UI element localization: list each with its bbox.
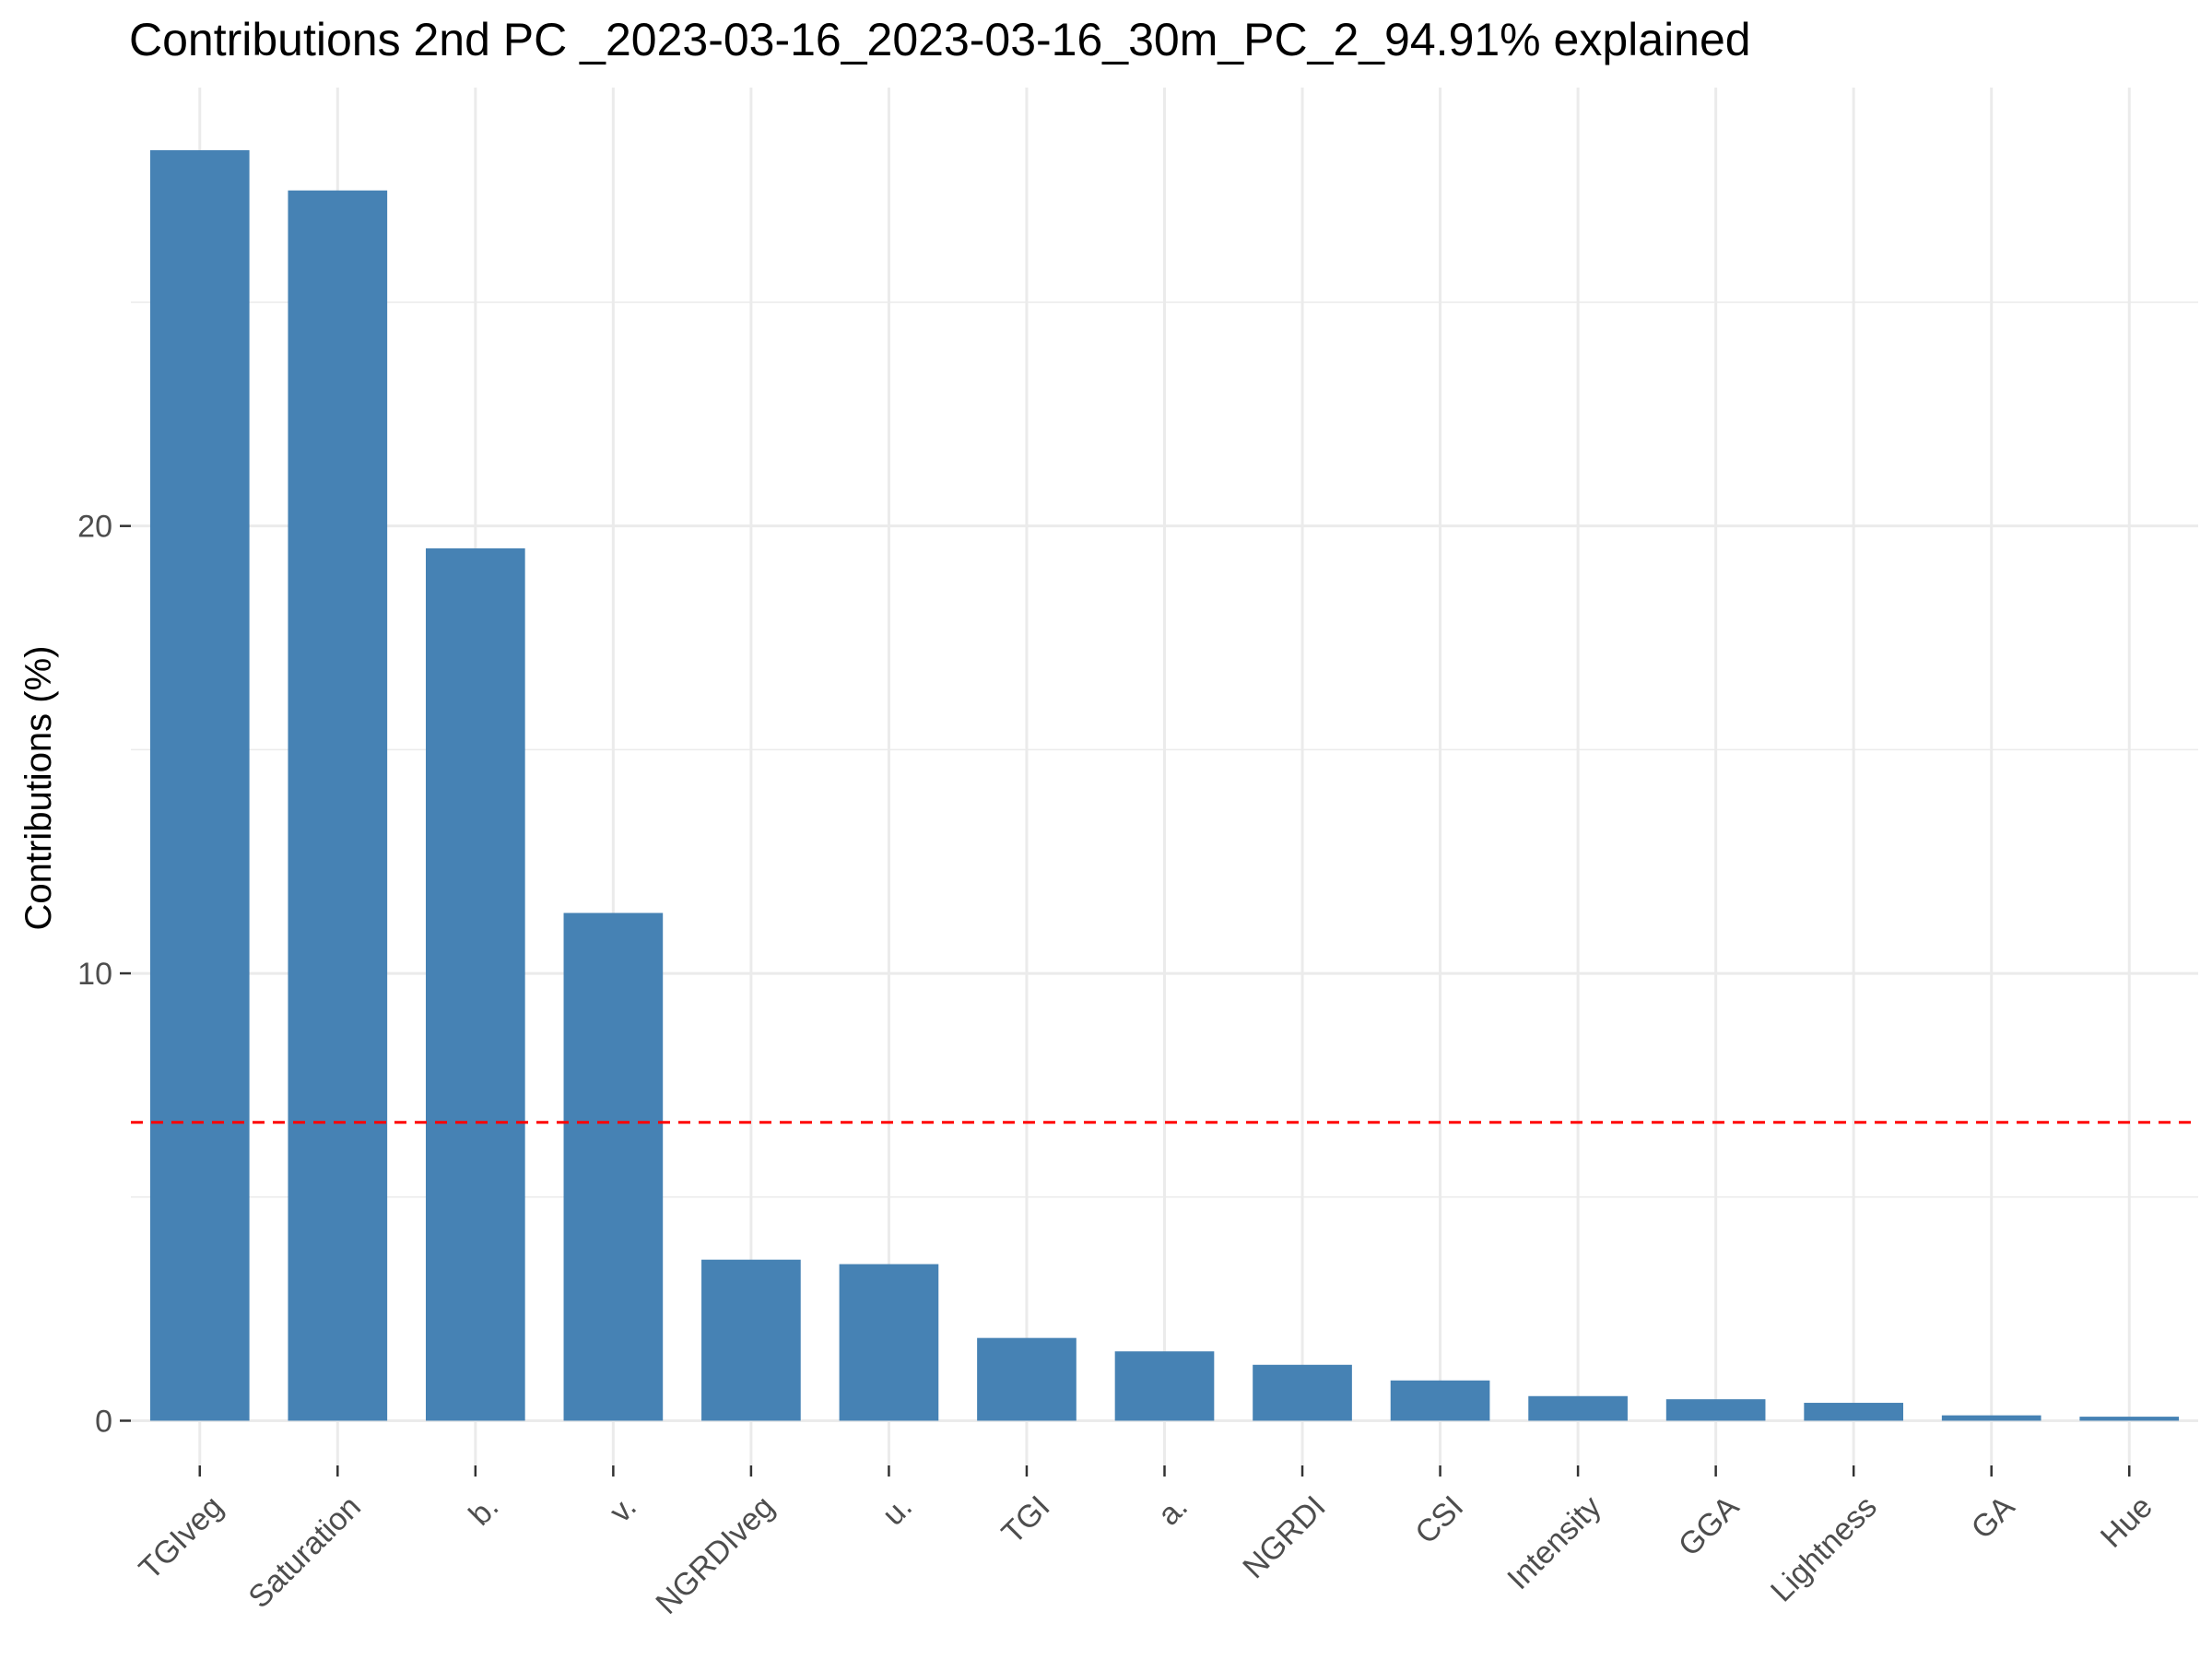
bar-tgiveg [149, 149, 250, 1421]
bars [149, 149, 2180, 1421]
x-tick-label: GA [1965, 1489, 2022, 1547]
bar-ga [1941, 1415, 2041, 1421]
x-tick-label: u. [876, 1489, 919, 1533]
x-tick-label: TGIveg [133, 1489, 230, 1587]
x-tick-label: GGA [1672, 1489, 1747, 1564]
bar-hue [2079, 1417, 2180, 1421]
x-tick-label: CSI [1408, 1489, 1470, 1551]
x-tick-label: a. [1151, 1489, 1194, 1533]
grid-lines [131, 88, 2198, 1465]
bar-b [426, 547, 525, 1421]
bar-tgi [977, 1337, 1077, 1421]
y-axis: 0 10 20 [77, 510, 131, 1439]
bar-csi [1390, 1380, 1490, 1421]
y-axis-label: Contributions (%) [18, 645, 59, 930]
bar-saturation [288, 190, 388, 1421]
bar-v [563, 912, 664, 1421]
bar-gga [1665, 1399, 1766, 1421]
bar-a [1114, 1351, 1215, 1421]
x-tick-label: TGI [995, 1489, 1057, 1551]
bar-intensity [1528, 1395, 1628, 1421]
bar-ngrdi [1253, 1364, 1352, 1421]
x-tick-label: Hue [2094, 1489, 2159, 1555]
chart-title: Contributions 2nd PC _2023-03-16_2023-03… [129, 14, 1751, 65]
x-tick-label: Lightness [1764, 1489, 1884, 1609]
x-axis: TGIveg Saturation b. v. NGRDIveg u. TGI a. NGRDI… [133, 1465, 2159, 1621]
x-tick-label: b. [463, 1489, 506, 1533]
x-tick-label: Saturation [241, 1489, 367, 1615]
x-tick-label: NGRDI [1236, 1489, 1332, 1585]
x-tick-label: v. [603, 1489, 643, 1530]
bar-u [839, 1264, 939, 1421]
y-tick-label: 10 [77, 957, 112, 992]
x-tick-label: Intensity [1500, 1489, 1607, 1596]
bar-lightness [1804, 1403, 1903, 1421]
y-tick-label: 20 [77, 510, 112, 545]
bar-ngrdiveg [701, 1259, 801, 1421]
y-tick-label: 0 [95, 1404, 112, 1439]
x-tick-label: NGRDIveg [649, 1489, 781, 1621]
